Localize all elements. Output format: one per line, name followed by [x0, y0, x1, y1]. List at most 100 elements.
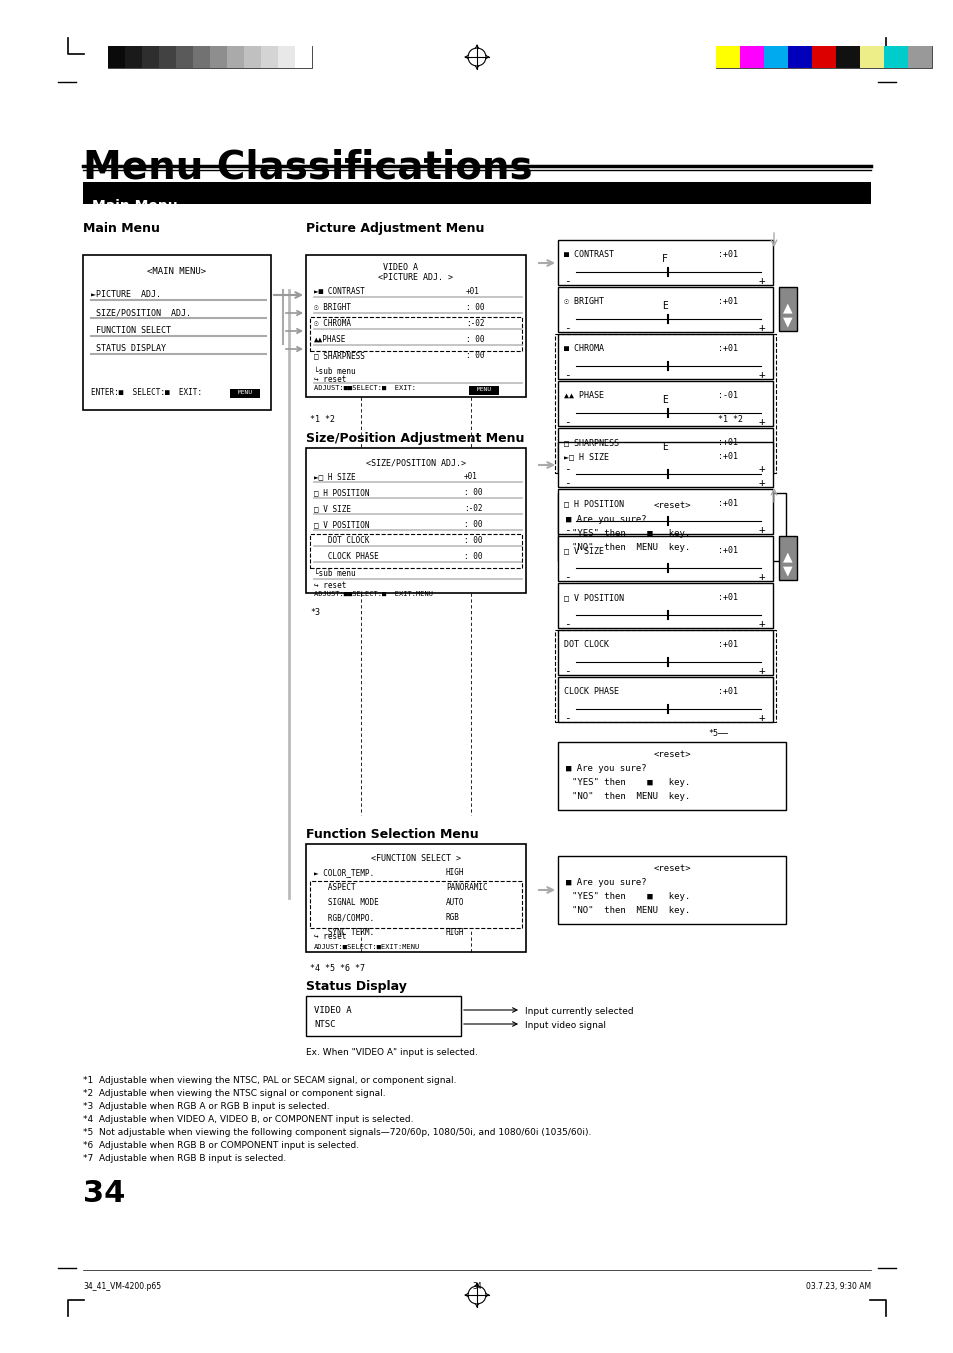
Bar: [907, 46, 931, 68]
Text: -: -: [563, 323, 570, 333]
Text: ASPECT: ASPECT: [314, 884, 355, 892]
Text: ADJUST:■SELECT:■EXIT:MENU: ADJUST:■SELECT:■EXIT:MENU: [314, 944, 420, 950]
Bar: [159, 46, 175, 68]
Bar: [558, 442, 772, 487]
Text: RGB/COMPO.: RGB/COMPO.: [314, 913, 374, 921]
Text: 34: 34: [472, 1283, 481, 1291]
Text: ■ Are you sure?: ■ Are you sure?: [565, 764, 646, 773]
Text: SIZE/POSITION  ADJ.: SIZE/POSITION ADJ.: [91, 308, 191, 317]
Text: <reset>: <reset>: [653, 865, 690, 873]
Text: Function Selection Menu: Function Selection Menu: [306, 828, 478, 842]
Text: +: +: [759, 369, 765, 380]
Text: -: -: [563, 572, 570, 582]
Text: VIDEO A: VIDEO A: [383, 262, 418, 272]
Bar: [277, 46, 294, 68]
Text: +: +: [759, 572, 765, 582]
Bar: [310, 881, 521, 928]
Text: *2  Adjustable when viewing the NTSC signal or component signal.: *2 Adjustable when viewing the NTSC sign…: [83, 1089, 385, 1099]
Bar: [716, 46, 740, 68]
Text: FUNCTION SELECT: FUNCTION SELECT: [91, 326, 171, 336]
Text: : 00: : 00: [465, 350, 484, 360]
Bar: [835, 46, 859, 68]
Bar: [83, 183, 870, 204]
Text: ☉ BRIGHT: ☉ BRIGHT: [314, 303, 351, 313]
Bar: [558, 741, 785, 810]
Text: E: E: [661, 300, 667, 311]
Text: *1  Adjustable when viewing the NTSC, PAL or SECAM signal, or component signal.: *1 Adjustable when viewing the NTSC, PAL…: [83, 1076, 456, 1085]
Text: ►■ CONTRAST: ►■ CONTRAST: [314, 287, 364, 296]
Text: *3  Adjustable when RGB A or RGB B input is selected.: *3 Adjustable when RGB A or RGB B input …: [83, 1101, 330, 1111]
Text: <MAIN MENU>: <MAIN MENU>: [148, 267, 207, 276]
Bar: [558, 382, 772, 426]
Text: : 00: : 00: [463, 520, 482, 529]
Text: ►□ H SIZE: ►□ H SIZE: [563, 452, 608, 461]
Text: <PICTURE ADJ. >: <PICTURE ADJ. >: [378, 273, 453, 281]
Bar: [558, 428, 772, 474]
Text: ☉ BRIGHT: ☉ BRIGHT: [563, 298, 603, 306]
Bar: [310, 534, 521, 568]
Text: ■ Are you sure?: ■ Are you sure?: [565, 878, 646, 888]
Bar: [306, 254, 525, 396]
Text: <FUNCTION SELECT >: <FUNCTION SELECT >: [371, 854, 460, 863]
Bar: [193, 46, 210, 68]
Bar: [244, 46, 261, 68]
Text: :+01: :+01: [718, 687, 738, 695]
Text: "YES" then    ■   key.: "YES" then ■ key.: [572, 529, 690, 538]
Text: : 00: : 00: [463, 488, 482, 497]
Bar: [740, 46, 763, 68]
Text: □ H POSITION: □ H POSITION: [314, 488, 369, 497]
Text: *7  Adjustable when RGB B input is selected.: *7 Adjustable when RGB B input is select…: [83, 1154, 286, 1164]
Text: +: +: [759, 525, 765, 534]
Text: CLOCK PHASE: CLOCK PHASE: [563, 687, 618, 695]
Bar: [558, 676, 772, 723]
Bar: [716, 46, 931, 68]
Text: SIGNAL MODE: SIGNAL MODE: [314, 898, 378, 907]
Text: E: E: [661, 395, 667, 405]
Text: F: F: [661, 254, 667, 264]
Text: -: -: [563, 525, 570, 534]
Text: +: +: [759, 464, 765, 474]
Bar: [227, 46, 244, 68]
Text: 34_41_VM-4200.p65: 34_41_VM-4200.p65: [83, 1283, 161, 1291]
Text: Picture Adjustment Menu: Picture Adjustment Menu: [306, 222, 484, 235]
Text: PANORAMIC: PANORAMIC: [446, 884, 487, 892]
Text: :+01: :+01: [718, 298, 738, 306]
Text: +: +: [759, 323, 765, 333]
Text: :+01: :+01: [718, 250, 738, 258]
Text: ▲▲PHASE: ▲▲PHASE: [314, 336, 346, 344]
Text: : 00: : 00: [465, 303, 484, 313]
Text: Input currently selected: Input currently selected: [524, 1007, 633, 1016]
Text: *6  Adjustable when RGB B or COMPONENT input is selected.: *6 Adjustable when RGB B or COMPONENT in…: [83, 1141, 358, 1150]
Text: ☉ CHROMA: ☉ CHROMA: [314, 319, 351, 327]
Bar: [261, 46, 277, 68]
Text: SYNC TERM.: SYNC TERM.: [314, 928, 374, 938]
Text: ↪ reset: ↪ reset: [314, 580, 346, 590]
Text: ►□ H SIZE: ►□ H SIZE: [314, 472, 355, 482]
Text: "NO"  then  MENU  key.: "NO" then MENU key.: [572, 543, 690, 552]
Bar: [294, 46, 312, 68]
Text: 34: 34: [83, 1178, 125, 1208]
Bar: [555, 334, 775, 474]
Bar: [558, 287, 772, 331]
Bar: [558, 630, 772, 675]
Text: : 00: : 00: [465, 336, 484, 344]
Bar: [558, 492, 785, 561]
Text: :+01: :+01: [718, 640, 738, 649]
Text: ■ Are you sure?: ■ Are you sure?: [565, 515, 646, 524]
Text: □ SHARPNESS: □ SHARPNESS: [563, 438, 618, 446]
Text: ADJUST:■■SELECT:■  EXIT:MENU: ADJUST:■■SELECT:■ EXIT:MENU: [314, 591, 433, 597]
Text: CLOCK PHASE: CLOCK PHASE: [314, 552, 378, 561]
Text: □ V SIZE: □ V SIZE: [563, 547, 603, 555]
Bar: [763, 46, 787, 68]
Bar: [83, 254, 271, 410]
Bar: [306, 844, 525, 953]
Text: +: +: [759, 478, 765, 488]
Text: -: -: [563, 276, 570, 285]
Text: -: -: [563, 369, 570, 380]
Text: MENU: MENU: [237, 390, 253, 395]
Text: <reset>: <reset>: [653, 750, 690, 759]
Text: -: -: [563, 464, 570, 474]
Text: *3: *3: [310, 607, 319, 617]
Text: Main Menu: Main Menu: [91, 199, 177, 212]
Text: Status Display: Status Display: [306, 980, 406, 993]
